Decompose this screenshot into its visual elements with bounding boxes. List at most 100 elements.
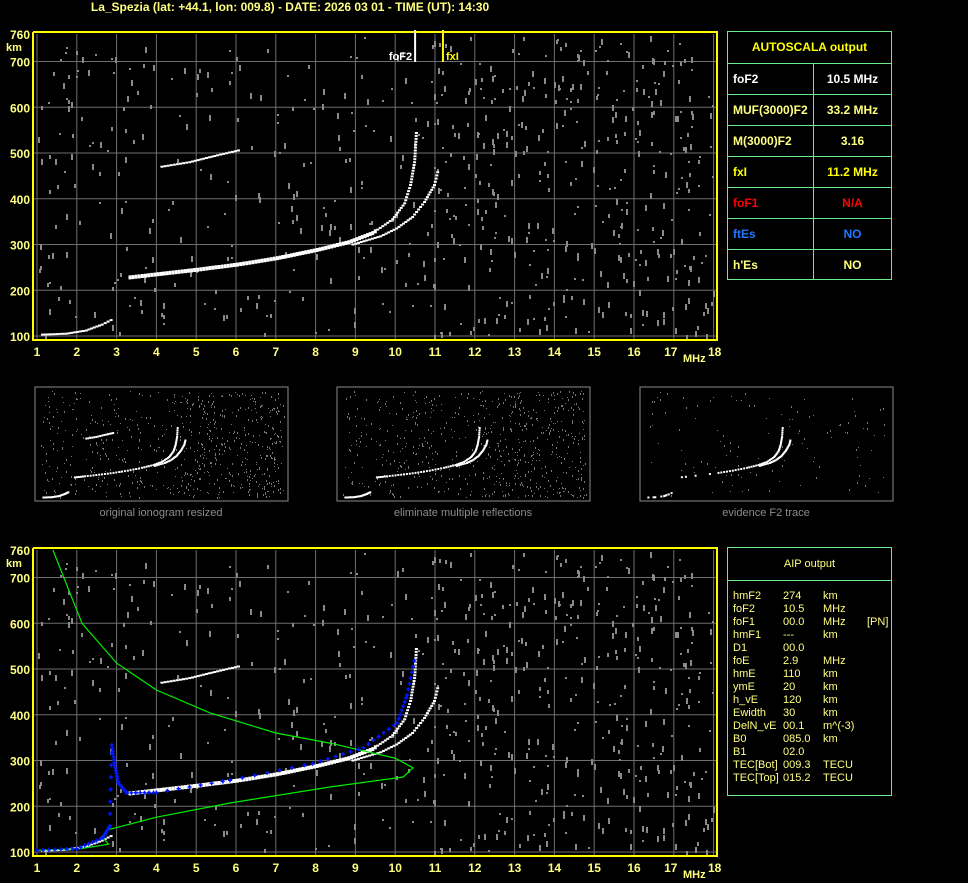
noise-dot <box>499 478 500 479</box>
noise-dot <box>690 782 692 788</box>
noise-dot <box>177 467 178 469</box>
trace-mark <box>100 323 104 326</box>
noise-dot <box>207 226 209 228</box>
noise-dot <box>127 450 128 451</box>
noise-dot <box>576 637 578 639</box>
noise-dot <box>469 475 470 476</box>
noise-dot <box>685 304 687 310</box>
x-tick-label: 18 <box>708 345 722 359</box>
noise-dot <box>275 399 276 401</box>
noise-dot <box>525 440 526 442</box>
aip-cell: 20 <box>783 681 796 693</box>
trace-mark <box>347 756 351 761</box>
noise-dot <box>548 824 550 826</box>
noise-dot <box>698 676 700 680</box>
noise-dot <box>615 112 617 118</box>
noise-dot <box>227 181 229 183</box>
noise-dot <box>266 480 267 482</box>
noise-dot <box>60 59 62 61</box>
noise-dot <box>596 612 598 616</box>
trace-mark <box>757 464 760 467</box>
aip-cell <box>867 746 891 759</box>
noise-dot <box>277 638 279 640</box>
trace-mark <box>405 196 409 199</box>
trace-mark <box>182 162 185 165</box>
noise-dot <box>223 831 225 837</box>
noise-dot <box>393 452 394 453</box>
noise-dot <box>265 493 266 495</box>
y-tick-label: 760 <box>10 28 30 42</box>
noise-dot <box>730 450 731 452</box>
trace-mark <box>202 673 206 676</box>
noise-dot <box>240 487 241 489</box>
noise-dot <box>115 57 117 63</box>
noise-dot <box>119 848 121 852</box>
aip-cell: 110 <box>783 668 801 680</box>
noise-dot <box>519 449 520 451</box>
trace-mark <box>76 846 80 849</box>
noise-dot <box>473 843 475 847</box>
noise-dot <box>402 671 404 677</box>
noise-dot <box>231 424 232 425</box>
noise-dot <box>334 226 336 230</box>
noise-dot <box>672 823 674 827</box>
noise-dot <box>150 417 151 419</box>
noise-dot <box>367 615 369 621</box>
noise-dot <box>578 55 580 61</box>
trace-mark <box>471 454 474 457</box>
noise-dot <box>563 295 565 301</box>
noise-dot <box>43 421 44 423</box>
noise-dot <box>248 433 249 435</box>
trace-mark <box>170 452 173 455</box>
noise-dot <box>71 670 73 676</box>
noise-dot <box>436 102 438 104</box>
trace-mark <box>153 272 157 277</box>
noise-dot <box>710 629 712 635</box>
trace-mark <box>434 693 438 696</box>
noise-dot <box>515 423 516 424</box>
noise-dot <box>701 461 702 463</box>
noise-dot <box>171 594 173 596</box>
noise-dot <box>468 801 470 807</box>
trace-mark <box>401 720 405 723</box>
noise-dot <box>563 439 564 441</box>
trace-mark <box>414 132 418 134</box>
thumbnail-1 <box>34 386 289 502</box>
noise-dot <box>663 587 665 593</box>
noise-dot <box>648 96 650 98</box>
noise-dot <box>560 492 561 493</box>
noise-dot <box>504 731 506 733</box>
noise-dot <box>492 401 493 402</box>
noise-dot <box>672 581 674 583</box>
noise-dot <box>483 97 485 99</box>
trace-mark <box>387 747 391 750</box>
noise-dot <box>137 487 138 489</box>
noise-dot <box>313 624 315 626</box>
noise-dot <box>665 412 666 414</box>
noise-dot <box>484 318 486 324</box>
noise-dot <box>174 394 175 396</box>
noise-dot <box>328 329 330 331</box>
trace-mark <box>179 449 182 452</box>
trace-mark <box>193 159 197 162</box>
noise-dot <box>225 478 226 479</box>
noise-dot <box>496 834 498 840</box>
trace-mark <box>183 444 186 446</box>
trace-mark <box>389 230 393 233</box>
noise-dot <box>654 598 656 600</box>
noise-dot <box>54 490 55 492</box>
noise-dot <box>59 483 60 484</box>
noise-dot <box>254 398 255 400</box>
noise-dot <box>208 424 209 425</box>
noise-dot <box>141 449 142 450</box>
noise-dot <box>434 335 436 339</box>
noise-dot <box>278 222 280 224</box>
aip-row: Ewidth 30 km <box>733 707 891 720</box>
noise-dot <box>565 832 567 834</box>
noise-dot <box>647 793 649 797</box>
noise-dot <box>109 394 110 396</box>
noise-dot <box>533 454 534 455</box>
noise-dot <box>598 140 600 142</box>
aip-cell <box>867 720 891 733</box>
noise-dot <box>220 414 221 416</box>
